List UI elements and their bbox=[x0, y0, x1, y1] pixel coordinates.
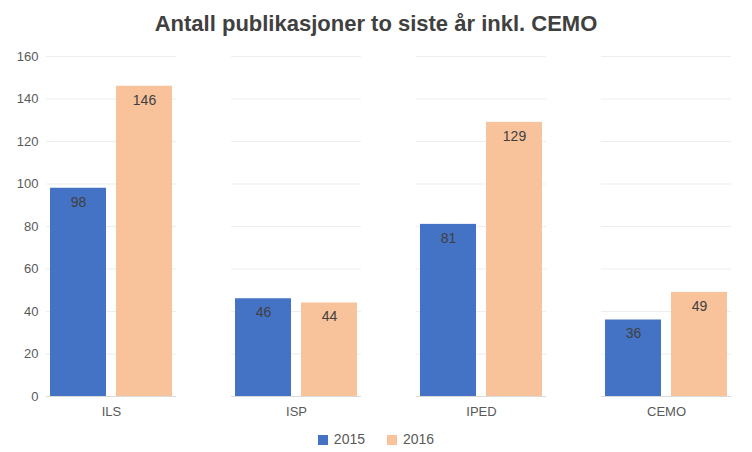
svg-text:146: 146 bbox=[133, 92, 157, 108]
svg-text:140: 140 bbox=[17, 91, 39, 106]
svg-text:IPED: IPED bbox=[466, 404, 496, 419]
svg-text:81: 81 bbox=[441, 230, 457, 246]
svg-text:100: 100 bbox=[17, 176, 39, 191]
svg-text:44: 44 bbox=[322, 308, 338, 324]
svg-text:0: 0 bbox=[31, 389, 38, 404]
svg-text:CEMO: CEMO bbox=[647, 404, 686, 419]
svg-text:40: 40 bbox=[24, 304, 38, 319]
svg-text:129: 129 bbox=[503, 128, 527, 144]
html-text:2016: 2016 bbox=[403, 431, 435, 447]
svg-text:46: 46 bbox=[256, 304, 272, 320]
svg-text:160: 160 bbox=[17, 49, 39, 64]
svg-text:36: 36 bbox=[626, 325, 642, 341]
svg-text:120: 120 bbox=[17, 134, 39, 149]
svg-text:ISP: ISP bbox=[286, 404, 307, 419]
html-text:Antall publikasjoner to siste: Antall publikasjoner to siste år inkl. C… bbox=[154, 11, 598, 36]
svg-text:20: 20 bbox=[24, 346, 38, 361]
svg-text:60: 60 bbox=[24, 261, 38, 276]
svg-text:49: 49 bbox=[692, 298, 708, 314]
svg-text:80: 80 bbox=[24, 219, 38, 234]
html-text:2015: 2015 bbox=[333, 431, 365, 447]
svg-text:ILS: ILS bbox=[102, 404, 122, 419]
svg-text:98: 98 bbox=[71, 194, 87, 210]
